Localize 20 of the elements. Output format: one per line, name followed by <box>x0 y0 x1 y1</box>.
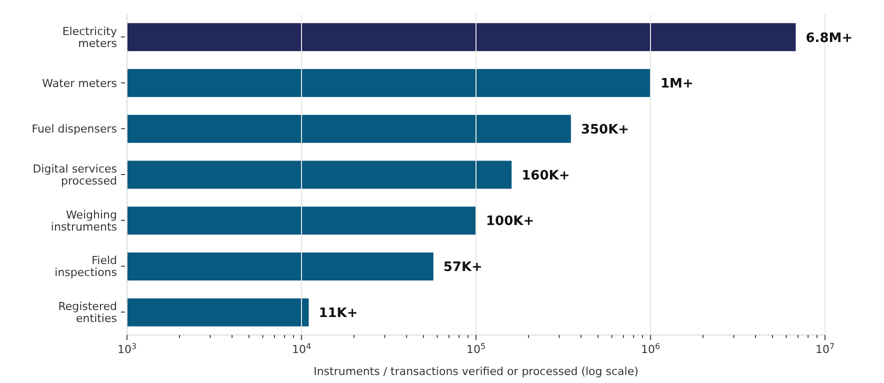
y-tick-label: Fuel dispensers <box>32 122 118 136</box>
data-label: 6.8M+ <box>806 30 853 46</box>
y-tick-label: Registered entities <box>58 300 118 326</box>
y-tick-label: Field inspections <box>54 254 118 280</box>
y-tick-label: Digital services processed <box>32 162 118 188</box>
data-label: 160K+ <box>522 168 570 184</box>
y-tick-label: Electricity meters <box>62 24 118 50</box>
data-label: 100K+ <box>486 214 534 230</box>
data-label: 1M+ <box>660 76 694 92</box>
x-tick-label: 10$^{7}$ <box>815 342 835 356</box>
data-label: 350K+ <box>580 122 630 138</box>
x-tick-label: 10$^{6}$ <box>640 342 660 356</box>
y-tick-label: Weighing instruments <box>50 208 118 234</box>
y-tick-label: Water meters <box>42 76 118 90</box>
x-axis-title: Instruments / transactions verified or processed (log scale) <box>314 365 638 378</box>
data-label: 57K+ <box>443 260 482 276</box>
x-tick-label: 10$^{4}$ <box>292 342 312 356</box>
x-tick-label: 10$^{5}$ <box>466 342 486 356</box>
data-label: 11K+ <box>318 306 358 321</box>
x-tick-label: 10$^{3}$ <box>117 342 137 356</box>
